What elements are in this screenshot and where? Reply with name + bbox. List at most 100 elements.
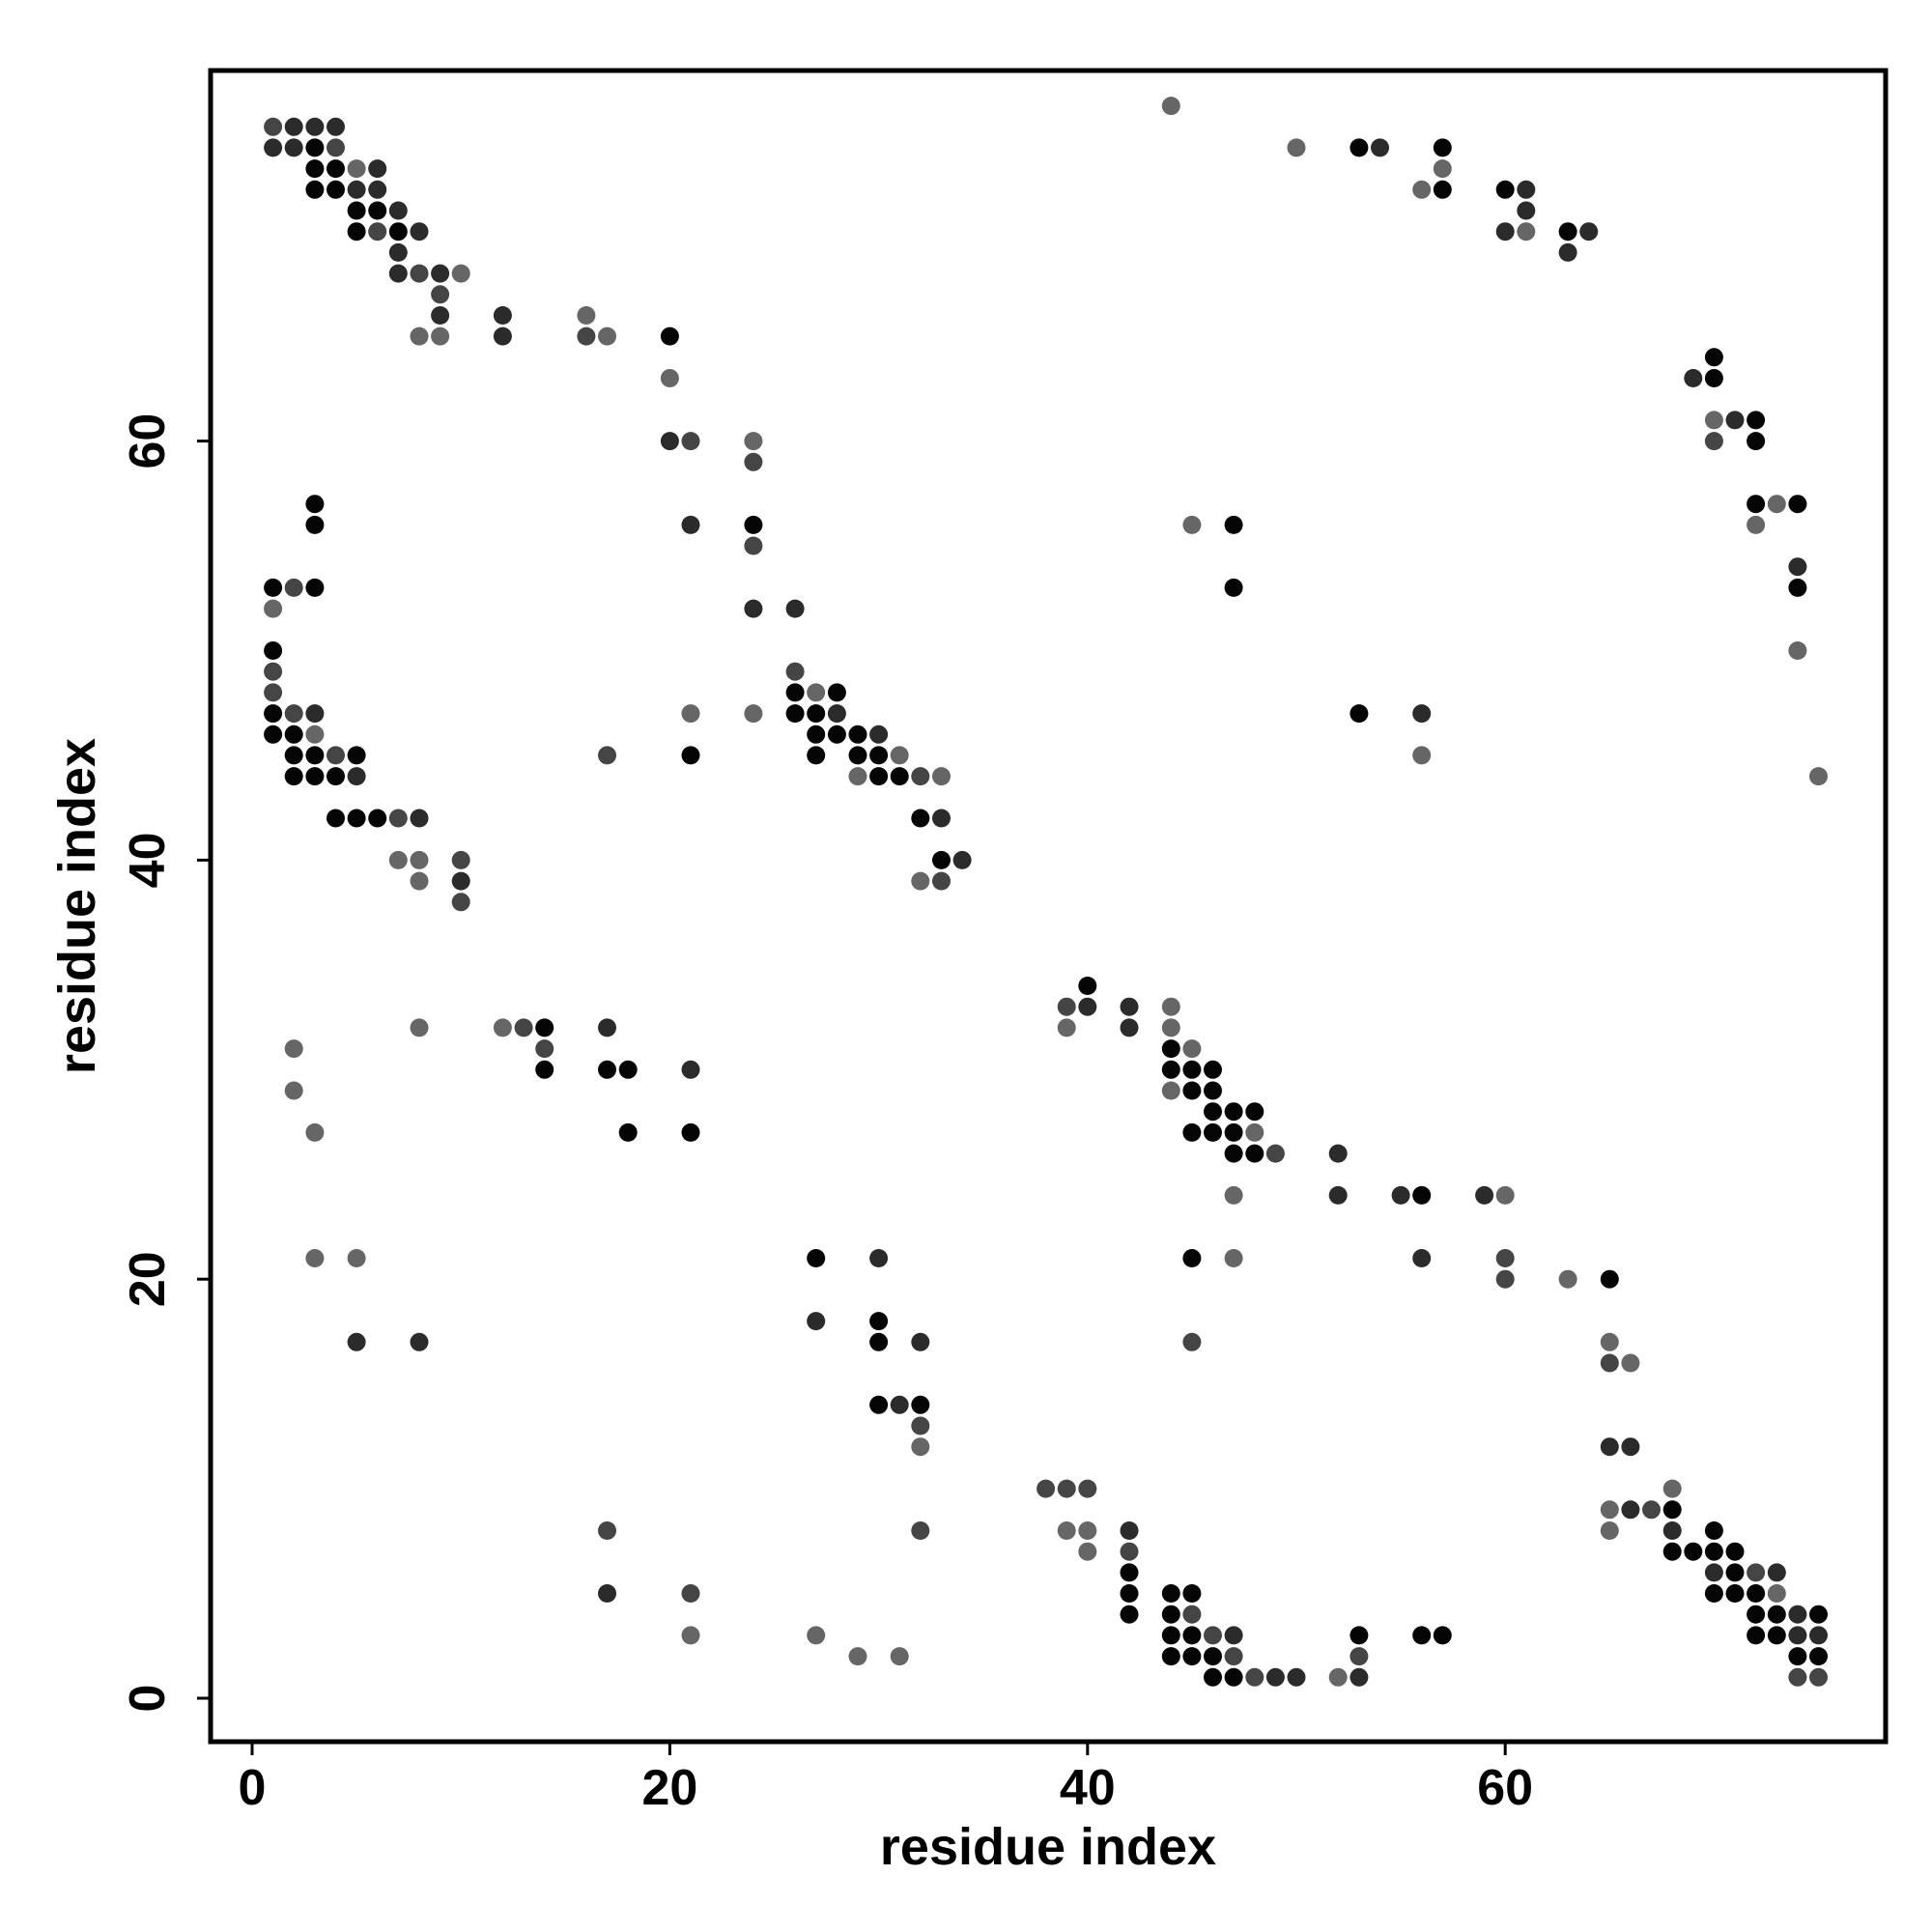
x-axis: 0 20 40 60 xyxy=(239,1742,1533,1816)
contact-point xyxy=(807,1312,826,1331)
contact-point xyxy=(535,1060,554,1079)
contact-point xyxy=(388,264,408,283)
contact-point xyxy=(1412,704,1432,724)
contact-point xyxy=(1078,977,1097,995)
contact-point xyxy=(1078,1542,1097,1561)
contact-point xyxy=(1161,1018,1180,1037)
contact-point xyxy=(1600,1437,1619,1457)
contact-point xyxy=(327,117,345,136)
contact-point xyxy=(1747,495,1766,514)
contact-point xyxy=(1704,1542,1723,1561)
contact-point xyxy=(284,724,303,744)
contact-point xyxy=(1704,1521,1723,1540)
contact-point xyxy=(1809,1647,1828,1666)
contact-point xyxy=(1747,1605,1766,1624)
contact-point xyxy=(1182,515,1202,534)
contact-point xyxy=(1788,557,1807,577)
contact-point xyxy=(890,767,909,786)
contact-point xyxy=(1182,1584,1202,1603)
contact-point xyxy=(1078,1479,1097,1498)
contact-point xyxy=(1788,1667,1807,1687)
contact-point xyxy=(347,180,366,199)
contact-point xyxy=(911,1437,930,1457)
contact-point xyxy=(1328,1667,1348,1687)
contact-point xyxy=(1120,1563,1139,1582)
contact-point xyxy=(1558,1269,1577,1289)
contact-point xyxy=(1350,1647,1369,1666)
contact-point xyxy=(1747,1563,1766,1582)
contact-point xyxy=(1057,1479,1076,1498)
y-tick-label: 60 xyxy=(120,413,176,469)
contact-point xyxy=(911,1416,930,1435)
contact-point xyxy=(1224,578,1243,597)
x-tick-label: 20 xyxy=(641,1760,697,1816)
contact-point xyxy=(1224,1122,1243,1142)
contact-point xyxy=(1747,432,1766,451)
contact-point xyxy=(1350,1667,1369,1687)
contact-point xyxy=(1495,1249,1515,1267)
contact-point xyxy=(618,1122,638,1142)
contact-point xyxy=(1704,411,1723,430)
contact-point xyxy=(1767,1605,1786,1624)
contact-point xyxy=(347,1332,366,1351)
contact-point xyxy=(1809,767,1828,786)
contact-point xyxy=(1788,1605,1807,1624)
contact-point xyxy=(577,306,596,325)
contact-point xyxy=(305,515,325,534)
contact-point xyxy=(1204,1647,1222,1666)
contact-point xyxy=(410,327,429,346)
contact-point xyxy=(431,306,450,325)
contact-point xyxy=(807,683,826,702)
contact-point xyxy=(1684,1542,1703,1561)
contact-point xyxy=(1725,1584,1745,1603)
contact-point xyxy=(1600,1353,1619,1373)
contact-point xyxy=(284,117,303,136)
contact-point xyxy=(368,180,387,199)
contact-point xyxy=(785,662,805,681)
contact-point xyxy=(890,1647,909,1666)
contact-point xyxy=(1767,1584,1786,1603)
contact-point xyxy=(264,641,283,660)
y-axis: 0 20 40 60 xyxy=(120,413,211,1712)
contact-point xyxy=(1433,180,1452,199)
contact-point xyxy=(264,138,283,157)
contact-point xyxy=(368,201,387,220)
contact-point xyxy=(681,432,700,451)
contact-point xyxy=(1057,1521,1076,1540)
contact-point xyxy=(1224,1185,1243,1205)
contact-point xyxy=(1371,138,1389,157)
contact-point xyxy=(305,159,325,179)
contact-point xyxy=(1662,1479,1682,1498)
contact-point xyxy=(1704,1584,1723,1603)
contact-point xyxy=(1788,1647,1807,1666)
contact-point xyxy=(785,683,805,702)
contact-point xyxy=(305,767,325,786)
contact-point xyxy=(1475,1185,1494,1205)
contact-point xyxy=(1809,1667,1828,1687)
contact-point xyxy=(1265,1667,1285,1687)
contact-point xyxy=(1788,641,1807,660)
contact-point xyxy=(744,704,763,724)
contact-point xyxy=(305,138,325,157)
contact-point xyxy=(1517,201,1536,220)
contact-point xyxy=(848,1647,867,1666)
contact-point xyxy=(1350,138,1369,157)
contact-point xyxy=(1600,1500,1619,1520)
contact-point xyxy=(1350,1626,1369,1645)
contact-point xyxy=(1788,578,1807,597)
contact-point xyxy=(744,599,763,618)
contact-point xyxy=(681,1060,700,1079)
contact-point xyxy=(744,515,763,534)
contact-point xyxy=(1287,138,1306,157)
contact-point xyxy=(598,1584,616,1603)
contact-point xyxy=(1517,180,1536,199)
contact-point xyxy=(744,432,763,451)
contact-point xyxy=(1391,1185,1410,1205)
contact-point xyxy=(1579,222,1599,242)
contact-point xyxy=(932,767,951,786)
contact-point xyxy=(1725,1563,1745,1582)
contact-point xyxy=(660,369,679,387)
contact-point xyxy=(388,850,408,869)
contact-point xyxy=(451,264,470,283)
